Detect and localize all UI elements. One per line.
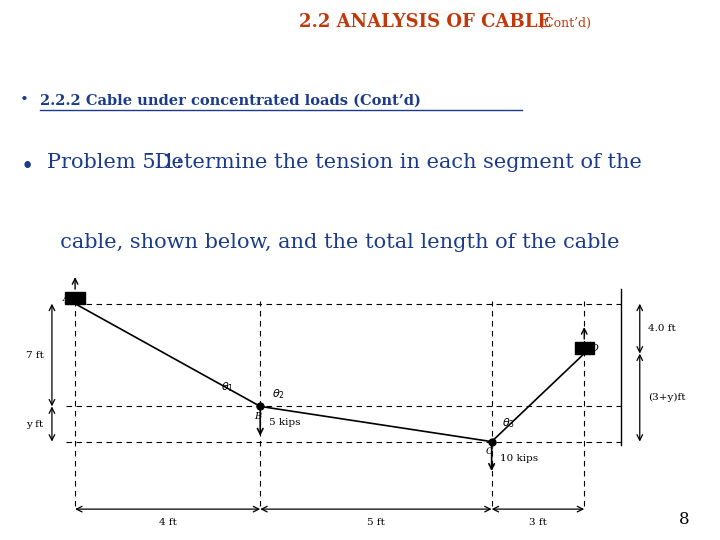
Text: $\theta_1$: $\theta_1$	[221, 380, 234, 394]
Text: 5 kips: 5 kips	[269, 418, 300, 428]
Text: C: C	[485, 447, 493, 456]
Text: Determine the tension in each segment of the: Determine the tension in each segment of…	[148, 153, 642, 172]
Text: B: B	[254, 411, 261, 421]
Text: (Cont’d): (Cont’d)	[539, 17, 590, 30]
Text: cable, shown below, and the total length of the cable: cable, shown below, and the total length…	[47, 233, 619, 252]
Bar	[66, 292, 85, 303]
Bar	[575, 342, 594, 354]
Text: 10 kips: 10 kips	[500, 454, 538, 463]
Text: $\theta_3$: $\theta_3$	[502, 416, 515, 430]
Text: (3+y)ft: (3+y)ft	[648, 393, 685, 402]
Text: 5 ft: 5 ft	[367, 518, 385, 527]
Text: Problem 5.1:: Problem 5.1:	[47, 153, 183, 172]
Text: 2.2.2 Cable under concentrated loads (Cont’d): 2.2.2 Cable under concentrated loads (Co…	[40, 93, 420, 107]
Text: 4 ft: 4 ft	[158, 518, 176, 527]
Text: y ft: y ft	[27, 420, 44, 429]
Text: D: D	[590, 344, 598, 353]
Text: •: •	[20, 156, 33, 178]
Text: 7 ft: 7 ft	[26, 350, 44, 360]
Text: 8: 8	[679, 511, 690, 528]
Text: A: A	[63, 294, 70, 303]
Text: $\theta_2$: $\theta_2$	[272, 387, 284, 401]
Text: 2.2 ANALYSIS OF CABLE: 2.2 ANALYSIS OF CABLE	[299, 13, 551, 31]
Text: 3 ft: 3 ft	[529, 518, 547, 527]
Text: 4.0 ft: 4.0 ft	[648, 324, 676, 333]
Text: •: •	[20, 93, 29, 107]
